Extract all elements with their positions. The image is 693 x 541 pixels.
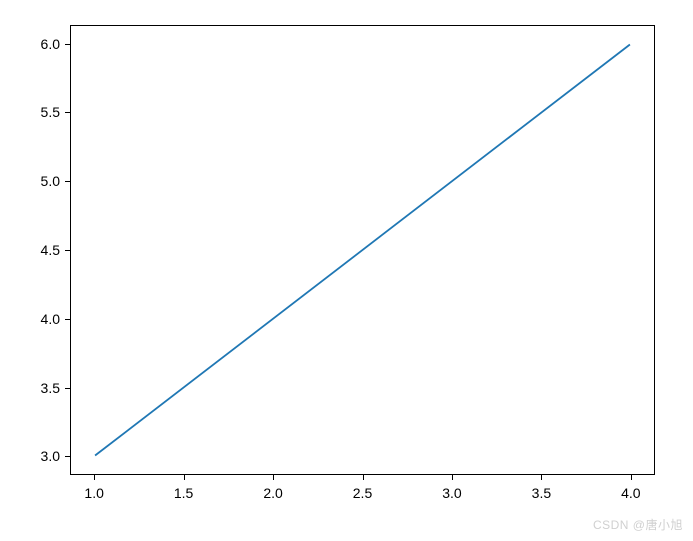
x-tick-label: 3.5 bbox=[532, 485, 551, 501]
y-tick-mark bbox=[65, 319, 70, 320]
y-tick-label: 4.5 bbox=[25, 242, 60, 258]
chart-container: 1.01.52.02.53.03.54.0 3.03.54.04.55.05.5… bbox=[70, 25, 655, 475]
y-tick-label: 6.0 bbox=[25, 36, 60, 52]
y-tick-mark bbox=[65, 112, 70, 113]
y-tick-mark bbox=[65, 44, 70, 45]
line-chart-svg bbox=[71, 26, 654, 474]
x-tick-mark bbox=[452, 475, 453, 480]
y-tick-label: 4.0 bbox=[25, 311, 60, 327]
x-tick-mark bbox=[631, 475, 632, 480]
y-tick-label: 5.0 bbox=[25, 173, 60, 189]
x-tick-mark bbox=[541, 475, 542, 480]
y-tick-mark bbox=[65, 456, 70, 457]
x-tick-label: 4.0 bbox=[621, 485, 640, 501]
watermark-text: CSDN @唐小旭 bbox=[593, 516, 683, 533]
x-tick-label: 3.0 bbox=[442, 485, 461, 501]
y-tick-label: 3.0 bbox=[25, 448, 60, 464]
x-tick-mark bbox=[273, 475, 274, 480]
x-tick-label: 2.0 bbox=[263, 485, 282, 501]
x-tick-label: 1.5 bbox=[174, 485, 193, 501]
y-tick-mark bbox=[65, 181, 70, 182]
x-tick-mark bbox=[184, 475, 185, 480]
y-tick-label: 5.5 bbox=[25, 104, 60, 120]
x-tick-label: 2.5 bbox=[353, 485, 372, 501]
x-tick-mark bbox=[94, 475, 95, 480]
x-tick-mark bbox=[363, 475, 364, 480]
y-tick-label: 3.5 bbox=[25, 380, 60, 396]
y-tick-mark bbox=[65, 388, 70, 389]
data-line bbox=[95, 44, 630, 455]
x-tick-label: 1.0 bbox=[84, 485, 103, 501]
plot-area bbox=[70, 25, 655, 475]
y-tick-mark bbox=[65, 250, 70, 251]
